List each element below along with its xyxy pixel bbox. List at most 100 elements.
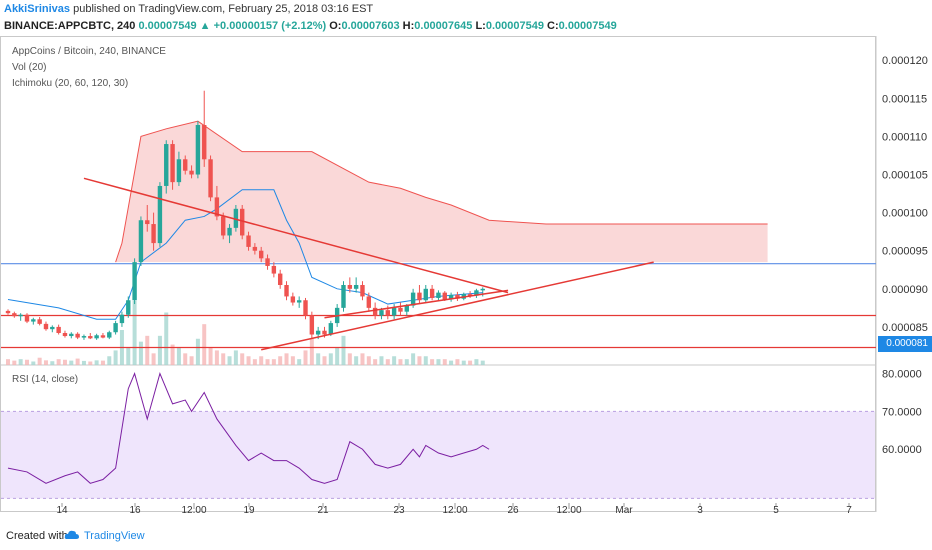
candle-body — [5, 310, 11, 314]
change-value: +0.00000157 (+2.12%) — [213, 20, 327, 32]
volume-bar — [195, 338, 200, 365]
time-tick-label: 12:00 — [556, 505, 581, 516]
time-tick-label: 3 — [697, 505, 703, 516]
legend-ichimoku: Ichimoku (20, 60, 120, 30) — [12, 78, 129, 89]
volume-bar — [366, 356, 371, 365]
price-tick-label: 0.000095 — [882, 246, 928, 258]
candle-body — [341, 285, 346, 308]
candle-body — [309, 315, 315, 335]
time-tick-label: 21 — [317, 505, 329, 516]
candle-body — [176, 159, 182, 183]
volume-bar — [417, 356, 422, 365]
volume-bar — [455, 359, 460, 365]
candle-body — [429, 288, 435, 298]
price-tick-label: 0.000120 — [882, 55, 928, 67]
candle-body — [284, 285, 289, 297]
footer: Created with TradingView — [0, 520, 932, 550]
volume-bar — [423, 356, 428, 365]
volume-bar — [132, 300, 137, 365]
volume-bar — [385, 359, 390, 365]
volume-bar — [398, 359, 403, 365]
trendline — [261, 261, 654, 351]
volume-bar — [252, 359, 257, 365]
volume-bar — [449, 360, 454, 365]
volume-bar — [126, 347, 131, 365]
volume-bar — [176, 347, 181, 365]
volume-bar — [392, 356, 397, 365]
candle-body — [37, 319, 42, 324]
time-tick-label: 23 — [393, 505, 405, 516]
candle-body — [189, 170, 194, 175]
volume-bar — [354, 356, 359, 365]
time-tick-label: 19 — [243, 505, 255, 516]
volume-bar — [430, 359, 435, 365]
volume-bar — [373, 359, 378, 365]
volume-bar — [328, 353, 333, 365]
ichimoku-cloud — [115, 121, 768, 263]
volume-bar — [316, 353, 321, 365]
candle-body — [227, 227, 232, 236]
candle-body — [50, 326, 55, 330]
volume-bar — [271, 359, 276, 365]
close-label: C: — [547, 20, 559, 32]
volume-bar — [113, 350, 118, 365]
candle-body — [360, 285, 365, 297]
volume-bar — [18, 359, 23, 365]
volume-bar — [297, 359, 302, 365]
volume-bar — [335, 347, 340, 365]
candle-body — [195, 125, 201, 175]
low-label: L: — [475, 20, 486, 32]
volume-bar — [189, 356, 194, 365]
volume-bar — [157, 335, 162, 365]
rsi-line — [7, 372, 490, 484]
time-tick-label: Mar — [615, 505, 633, 516]
published-text: published on TradingView.com, February 2… — [73, 3, 374, 15]
price-tick-label: 0.000090 — [882, 284, 928, 296]
candle-body — [183, 159, 188, 171]
candle-body — [31, 319, 36, 322]
time-tick-label: 16 — [129, 505, 141, 516]
candle-body — [271, 265, 277, 274]
candle-body — [43, 323, 49, 330]
volume-bar — [100, 360, 105, 365]
legend-rsi: RSI (14, close) — [12, 374, 79, 385]
legend-title: AppCoins / Bitcoin, 240, BINANCE — [12, 46, 166, 57]
volume-bar — [75, 358, 80, 365]
low-value: 0.00007549 — [485, 20, 544, 32]
candle-body — [88, 336, 93, 339]
volume-bar — [62, 359, 67, 365]
volume-bar — [151, 353, 156, 365]
volume-bar — [214, 350, 219, 365]
candle-body — [246, 235, 251, 247]
candle-body — [145, 220, 150, 225]
candle-body — [379, 310, 384, 316]
candle-body — [467, 294, 473, 296]
volume-bar — [347, 353, 352, 365]
candle-body — [18, 314, 23, 317]
candle-body — [265, 258, 270, 266]
tradingview-brand[interactable]: TradingView — [84, 530, 145, 542]
candle-body — [94, 335, 99, 339]
volume-bar — [309, 338, 314, 365]
candle-body — [277, 273, 283, 285]
trendline — [83, 177, 509, 294]
candle-body — [328, 323, 334, 335]
candle-body — [208, 159, 213, 198]
high-value: 0.00007645 — [414, 20, 473, 32]
volume-bar — [442, 359, 447, 365]
volume-bar — [259, 356, 264, 365]
candle-body — [322, 330, 327, 335]
price-tick-label: 0.000105 — [882, 170, 928, 182]
volume-bar — [290, 356, 295, 365]
volume-bar — [12, 360, 17, 365]
candle-body — [132, 262, 137, 301]
volume-bar — [461, 360, 466, 365]
candle-body — [404, 305, 409, 312]
candle-body — [442, 292, 447, 300]
author-link[interactable]: AkkiSrinivas — [4, 3, 71, 15]
candle-body — [81, 336, 87, 338]
candle-body — [202, 125, 207, 160]
time-tick-label: 5 — [773, 505, 779, 516]
candle-body — [221, 216, 226, 236]
